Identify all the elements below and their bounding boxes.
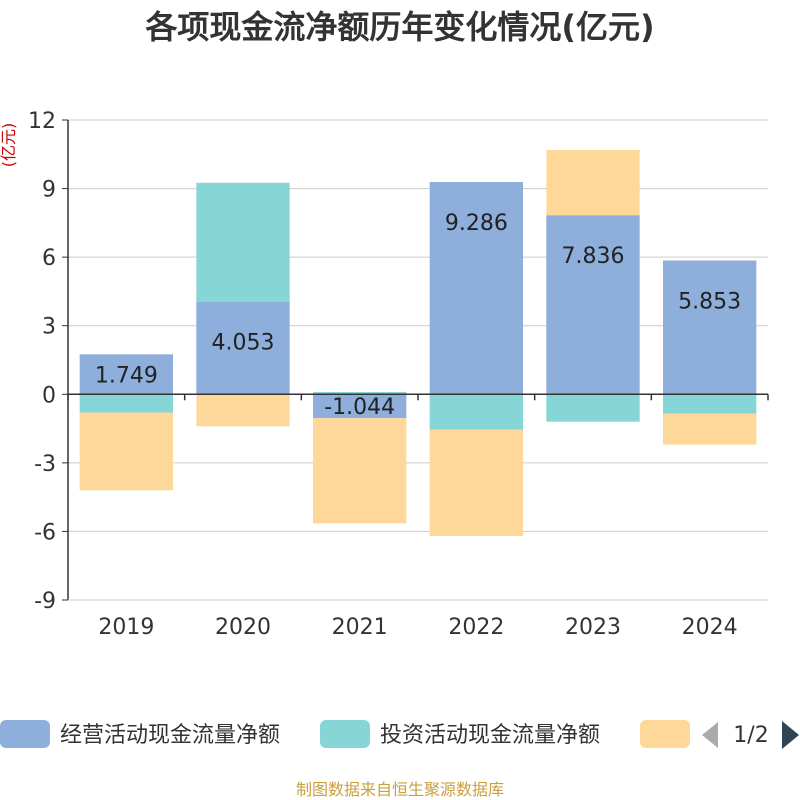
y-tick-label: -3 [34, 452, 56, 477]
x-tick-label: 2020 [215, 615, 271, 640]
y-tick-label: -6 [34, 520, 56, 545]
y-tick-label: 0 [42, 383, 56, 408]
bar-segment [546, 150, 640, 216]
bar-segment [313, 418, 407, 524]
legend: 经营活动现金流量净额 投资活动现金流量净额 1/2 [0, 720, 799, 749]
x-tick-label: 2022 [448, 615, 504, 640]
bars [79, 150, 757, 536]
legend-prev-arrow [702, 722, 718, 748]
x-tick-label: 2019 [98, 615, 154, 640]
bar-segment [429, 429, 523, 536]
bar-segment [196, 301, 290, 395]
legend-label: 投资活动现金流量净额 [380, 723, 600, 748]
legend-swatch [640, 720, 690, 748]
data-label: 7.836 [562, 244, 625, 269]
bar-segment [546, 394, 640, 422]
y-tick-label: 12 [28, 109, 56, 134]
bar-segment [546, 215, 640, 395]
x-tick-labels: 2019 2020 2021 2022 2023 2024 [98, 615, 737, 640]
legend-page-indicator: 1/2 [733, 723, 768, 748]
y-tick-label: 3 [42, 315, 56, 340]
bar-segment [196, 182, 290, 302]
y-tick-labels: 12 9 6 3 0 -3 -6 -9 [28, 109, 56, 614]
legend-label: 经营活动现金流量净额 [60, 723, 280, 748]
x-tick-label: 2021 [332, 615, 388, 640]
x-tick-label: 2024 [682, 615, 738, 640]
y-tick-label: -9 [34, 589, 56, 614]
y-tick-label: 9 [42, 178, 56, 203]
y-axis-unit: (亿元) [0, 123, 18, 168]
bar-segment [429, 182, 523, 395]
bar-segment [313, 394, 407, 419]
data-label: 5.853 [678, 290, 741, 315]
source-note: 制图数据来自恒生聚源数据库 [296, 780, 504, 799]
bar-segment [79, 412, 173, 491]
legend-swatch [320, 720, 370, 748]
y-tick-label: 6 [42, 246, 56, 271]
bar-segment [313, 392, 407, 395]
legend-next-arrow [782, 721, 799, 749]
bar-segment [663, 413, 757, 445]
data-label: 9.286 [445, 211, 508, 236]
bar-segment [79, 354, 173, 395]
data-labels: 1.749 4.053 -1.044 9.286 7.836 5.853 [95, 211, 741, 420]
bar-segment [79, 394, 173, 413]
data-label: 1.749 [95, 363, 158, 388]
chart-title: 各项现金流净额历年变化情况(亿元) [145, 8, 654, 46]
bar-segment [663, 260, 757, 395]
x-tick-label: 2023 [565, 615, 621, 640]
axes [67, 120, 769, 601]
legend-swatch [0, 720, 50, 748]
bar-segment [663, 394, 757, 414]
bar-segment [196, 394, 290, 427]
bar-segment [429, 394, 523, 430]
data-label: -1.044 [324, 395, 395, 420]
data-label: 4.053 [212, 331, 275, 356]
